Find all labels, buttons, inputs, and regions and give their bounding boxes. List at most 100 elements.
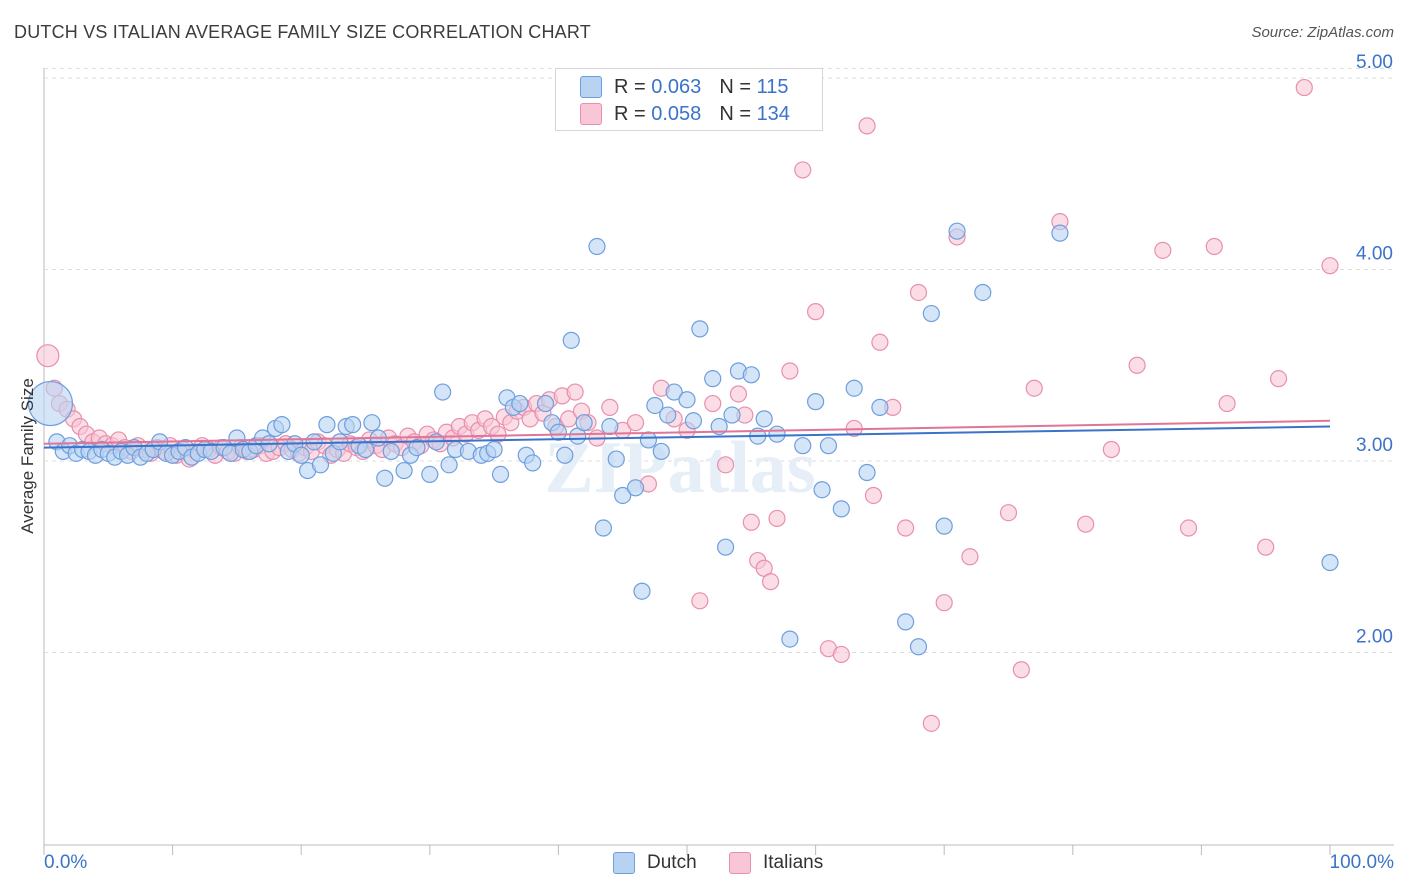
dutch-point [858,463,876,482]
dutch-point [691,320,709,338]
dutch-point [819,437,838,455]
dutch-swatch [580,76,602,98]
dutch-point [897,613,915,631]
dutch-point [652,442,670,461]
dutch-point [536,394,555,413]
dutch-point [27,380,74,427]
dutch-n-value: 115 [756,75,789,98]
dutch-point [1051,224,1069,242]
bottom-legend-dutch: Dutch [613,852,697,874]
dutch-point [626,479,645,497]
italian-point [922,714,940,732]
italian-point [1205,237,1223,256]
dutch-legend-label: Dutch [647,852,697,873]
dutch-point [665,383,683,401]
dutch-point [421,465,439,484]
dutch-point [434,383,452,401]
dutch-point [742,366,760,384]
dutch-point [305,433,323,451]
legend-row-italians: R = 0.058 N = 134 [580,103,790,125]
italian-point [601,398,619,416]
dutch-point [549,423,568,441]
italian-point [1025,379,1043,397]
dutch-point [363,414,381,432]
dutch-legend-swatch [613,852,635,874]
italian-point [871,333,889,351]
italian-point [1128,356,1146,374]
dutch-point [768,425,786,443]
dutch-point [832,500,850,518]
dutch-point [601,417,619,436]
dutch-point [633,582,651,600]
italian-point [794,161,812,179]
dutch-point [806,393,825,411]
italian-point [1257,538,1275,556]
italian-point [961,548,979,566]
italian-point [864,486,883,505]
dutch-point [974,283,992,302]
italian-point [1269,370,1288,388]
dutch-point [292,446,310,464]
dutch-point [646,396,664,415]
italian-point [999,504,1018,522]
x-axis-max-label: 100.0% [1329,852,1394,873]
dutch-point [781,630,799,648]
dutch-point [607,450,625,468]
dutch-point [639,431,658,449]
italian-trend-line [43,419,1331,445]
dutch-point [935,517,953,535]
dutch-point [311,456,330,474]
italian-point [1218,394,1236,413]
dutch-point [710,417,728,436]
italian-point [729,385,748,403]
italian-point [781,362,799,380]
italian-point [691,592,709,610]
italian-point [1154,241,1172,259]
italians-legend-swatch [729,852,751,874]
dutch-point [556,446,574,464]
italian-point [1321,257,1339,275]
dutch-r-value: 0.063 [651,75,702,98]
dutch-point [909,638,928,656]
italian-point [626,414,645,432]
y-axis-label: Average Family Size [18,378,37,534]
legend-row-dutch: R = 0.063 N = 115 [580,76,788,98]
italians-n-value: 134 [756,102,790,125]
dutch-point [524,454,542,472]
italian-point [768,509,786,528]
italian-point [897,519,915,537]
italians-r-label: R = [614,102,646,125]
dutch-point [382,442,400,461]
italian-point [742,513,760,531]
italian-point [36,344,60,368]
y-tick-label: 5.00 [1356,52,1393,73]
dutch-point [491,465,510,484]
dutch-point [1321,553,1339,572]
dutch-n-label: N = [719,75,751,98]
italian-point [761,573,780,591]
dutch-point [845,379,863,397]
italian-point [1012,661,1030,679]
dutch-point [659,406,677,424]
chart-title: DUTCH VS ITALIAN AVERAGE FAMILY SIZE COR… [14,22,591,42]
italian-point [1077,515,1095,533]
dutch-point [716,538,735,556]
italian-point [1295,78,1313,97]
y-tick-label: 2.00 [1356,627,1393,648]
dutch-point [356,440,375,459]
bottom-legend-italians: Italians [729,852,823,874]
italian-point [566,383,584,401]
italian-point [716,456,735,474]
italian-point [909,283,928,302]
italians-legend-label: Italians [763,852,824,873]
dutch-point [511,394,529,413]
dutch-point [318,416,336,434]
italian-point [1102,440,1120,459]
x-axis-min-label: 0.0% [44,852,88,873]
y-tick-label: 4.00 [1356,244,1393,265]
italian-point [858,117,876,135]
dutch-point [922,304,940,323]
source-note: Source: ZipAtlas.com [1251,24,1394,41]
dutch-point [408,438,426,457]
